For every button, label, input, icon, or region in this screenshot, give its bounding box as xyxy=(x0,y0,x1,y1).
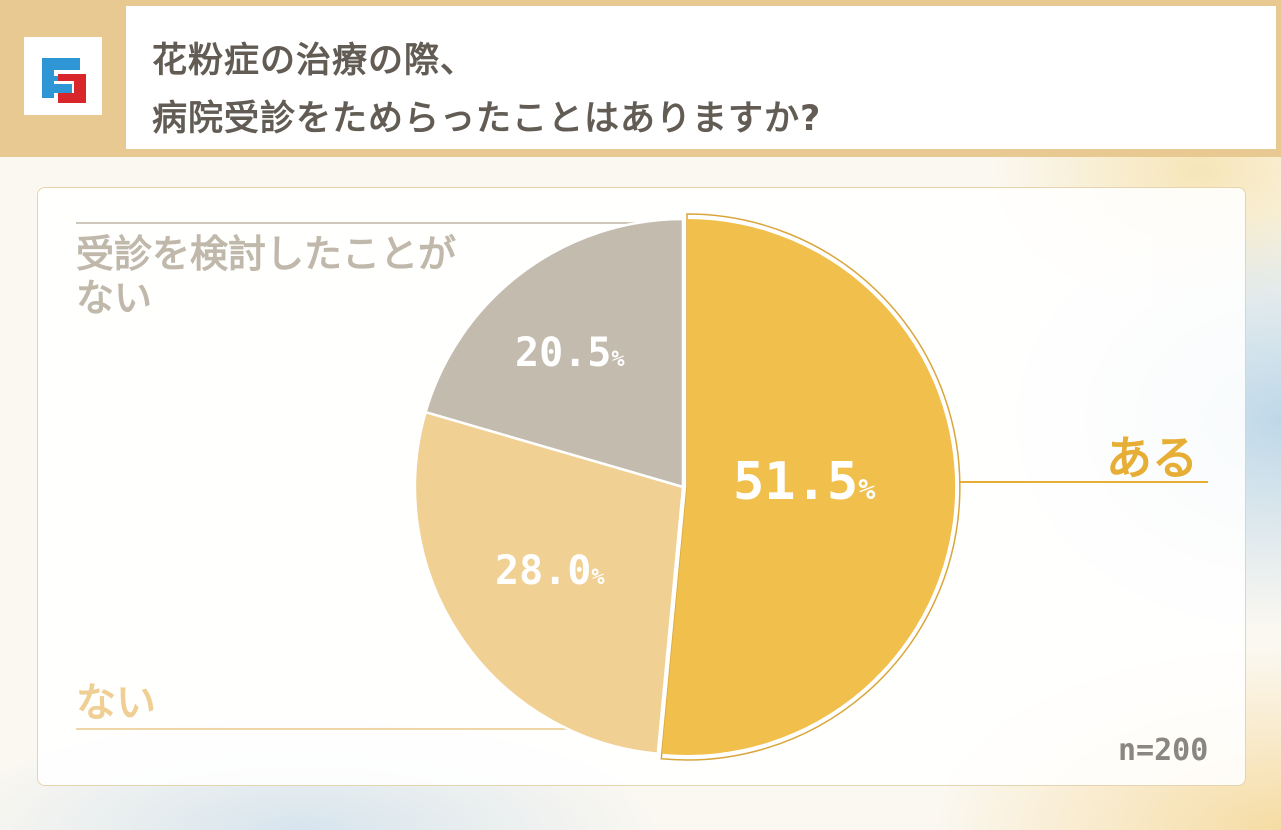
percent-nai-value: 28.0 xyxy=(495,548,592,594)
percent-symbol: % xyxy=(858,472,876,506)
header-band: 花粉症の治療の際、 病院受診をためらったことはありますか? xyxy=(0,0,1281,157)
title-box: 花粉症の治療の際、 病院受診をためらったことはありますか? xyxy=(126,6,1276,149)
page-title-line2: 病院受診をためらったことはありますか? xyxy=(152,99,822,139)
label-aru: ある xyxy=(1106,431,1198,485)
brand-logo xyxy=(24,37,102,115)
percent-kentou-nashi: 20.5% xyxy=(515,330,625,376)
sample-size: n=200 xyxy=(1118,733,1209,768)
pie-slice-aru xyxy=(661,218,956,755)
percent-symbol: % xyxy=(611,347,625,372)
label-kentou-nashi: 受診を検討したことが ない xyxy=(76,232,456,320)
percent-kentou-nashi-value: 20.5 xyxy=(515,330,612,376)
label-nai: ない xyxy=(76,680,156,726)
percent-symbol: % xyxy=(591,565,605,590)
pie-slice-kentou-nashi xyxy=(424,217,685,489)
page-title-line1: 花粉症の治療の際、 xyxy=(152,41,477,81)
label-kentou-nashi-line2: ない xyxy=(76,276,153,320)
percent-aru: 51.5% xyxy=(733,452,875,512)
brand-logo-icon xyxy=(42,58,86,103)
pie-slice-aru-group xyxy=(660,213,961,761)
percent-aru-value: 51.5 xyxy=(733,452,859,512)
label-kentou-nashi-line1: 受診を検討したことが xyxy=(76,232,457,276)
percent-nai: 28.0% xyxy=(495,548,605,594)
pie-slice-nai xyxy=(413,410,685,756)
